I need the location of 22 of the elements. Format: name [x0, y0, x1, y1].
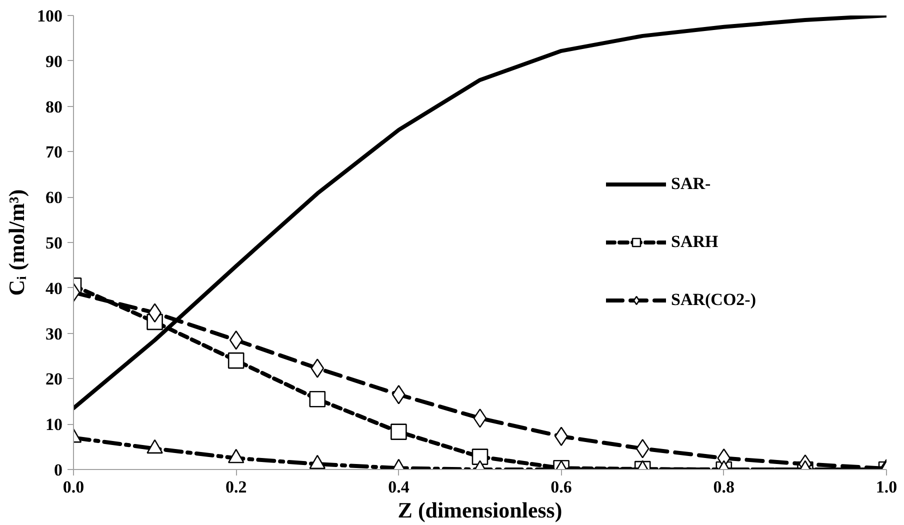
x-tick-label: 0.2: [225, 478, 247, 496]
y-tick-label: 20: [46, 370, 62, 389]
x-tick-label: 0.0: [62, 478, 84, 496]
y-tick-label: 40: [46, 278, 62, 298]
x-tick-label: 0.6: [550, 478, 572, 496]
x-axis-title: Z (dimensionless): [398, 498, 562, 522]
legend-label: SAR-: [671, 174, 711, 194]
y-tick-label: 10: [46, 415, 62, 434]
y-tick-label: 60: [46, 188, 62, 208]
legend-label: SAR(CO2-): [671, 290, 756, 310]
x-tick-label: 0.4: [388, 478, 410, 496]
y-tick-label: 100: [37, 6, 62, 26]
y-tick-label: 50: [46, 234, 62, 252]
y-tick-label: 80: [46, 97, 62, 116]
x-tick-label: 0.8: [713, 478, 735, 496]
legend-label: SARH: [671, 232, 718, 252]
y-axis-title: Cᵢ (mol/m³): [4, 189, 29, 296]
x-tick-label: 1.0: [876, 478, 898, 496]
y-tick-label: 70: [46, 142, 62, 162]
y-tick-label: 90: [46, 52, 62, 71]
y-tick-label: 30: [46, 324, 62, 344]
y-tick-label: 0: [54, 460, 62, 480]
